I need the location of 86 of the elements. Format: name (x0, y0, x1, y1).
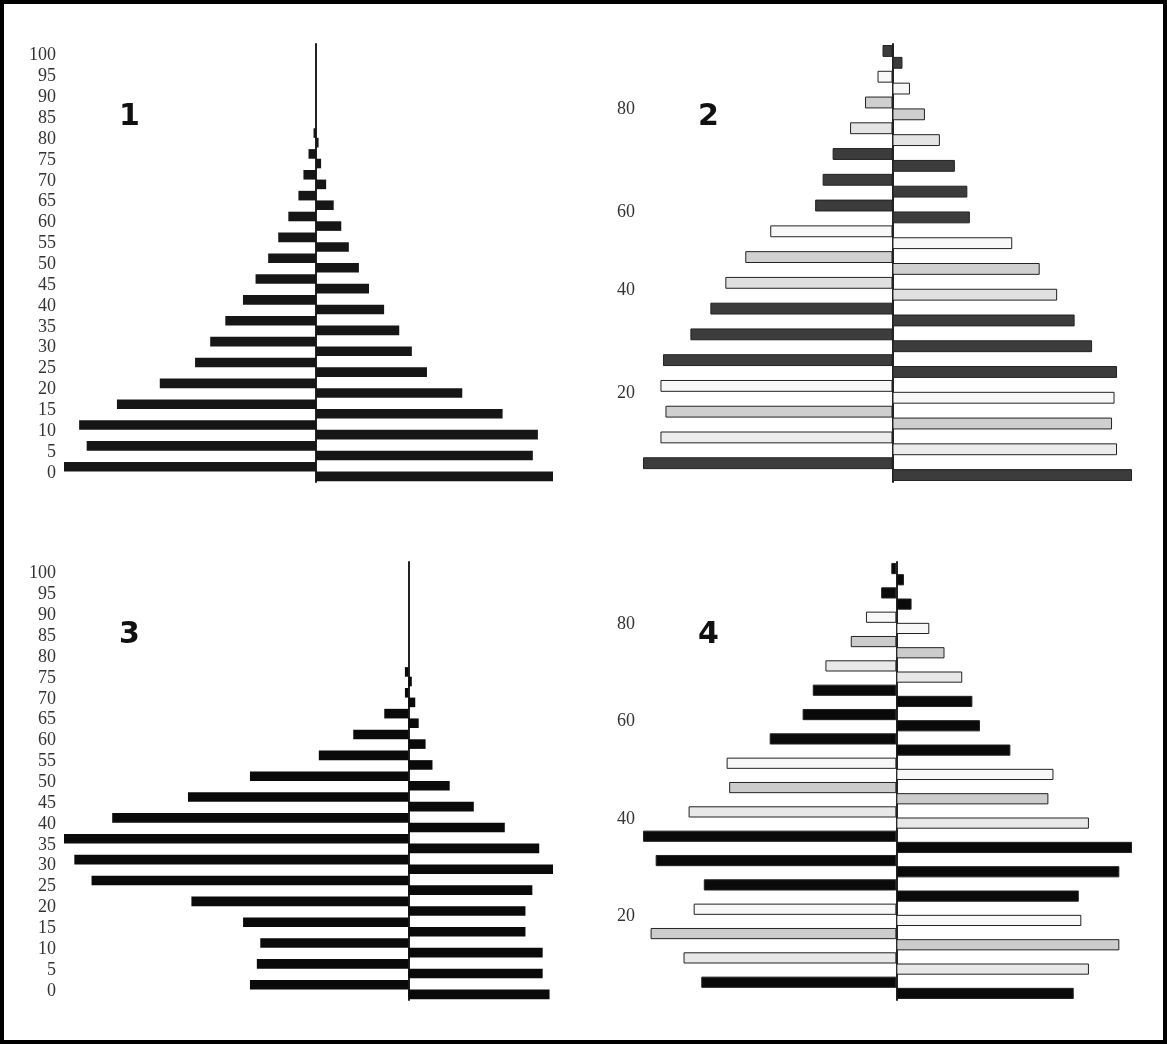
y-tick-label: 20 (38, 378, 56, 399)
y-tick-label: 80 (38, 645, 56, 666)
y-tick-label: 45 (38, 273, 56, 294)
bar (256, 959, 409, 969)
bar (112, 813, 409, 823)
y-tick-label: 15 (38, 917, 56, 937)
bar (408, 822, 505, 833)
bar (353, 729, 409, 740)
y-tick-label: 40 (617, 278, 635, 299)
bar (249, 979, 409, 990)
y-tick-label: 40 (617, 807, 635, 828)
bar (408, 676, 412, 687)
bar (408, 885, 533, 895)
y-tick-label: 25 (38, 357, 56, 378)
y-tick-label: 80 (38, 127, 56, 148)
y-tick-label: 95 (38, 583, 56, 604)
y-tick-label: 55 (38, 232, 56, 253)
y-tick-label: 20 (617, 381, 635, 402)
bar (408, 989, 550, 1000)
y-tick-label: 80 (617, 612, 635, 633)
y-tick-label: 75 (38, 666, 56, 687)
y-tick-label: 70 (38, 687, 56, 708)
text: 4 (698, 614, 719, 650)
text: 3 (119, 614, 140, 650)
bar (191, 896, 409, 907)
y-tick-label: 60 (617, 710, 635, 731)
y-tick-label: 75 (38, 148, 56, 169)
bar (318, 750, 409, 761)
bar (408, 739, 426, 749)
bar (408, 718, 419, 729)
y-tick-label: 20 (38, 896, 56, 917)
y-tick-label: 20 (617, 904, 635, 925)
text: 1 (119, 96, 140, 132)
y-tick-label: 55 (38, 750, 56, 771)
y-tick-label: 90 (38, 86, 56, 107)
bar (408, 760, 433, 770)
bar (249, 771, 409, 781)
y-tick-label: 5 (47, 440, 56, 461)
text: 2 (698, 96, 719, 132)
y-tick-label: 45 (38, 791, 56, 812)
y-tick-label: 40 (38, 812, 56, 833)
y-tick-label: 10 (38, 419, 56, 440)
bar (404, 687, 409, 698)
y-tick-label: 30 (38, 854, 56, 875)
bar (187, 792, 409, 802)
y-tick-label: 100 (29, 44, 56, 65)
y-tick-label: 50 (38, 771, 56, 791)
bar (408, 801, 474, 812)
bar (408, 906, 526, 916)
y-tick-label: 0 (47, 979, 56, 1000)
y-tick-label: 60 (617, 201, 635, 222)
y-tick-label: 25 (38, 875, 56, 896)
y-tick-label: 50 (38, 253, 56, 273)
y-tick-label: 10 (38, 937, 56, 958)
y-tick-label: 0 (47, 461, 56, 482)
bar (91, 875, 409, 886)
y-tick-label: 85 (38, 107, 56, 127)
y-tick-label: 70 (38, 169, 56, 190)
y-tick-label: 95 (38, 65, 56, 86)
bar (384, 708, 409, 719)
y-tick-label: 85 (38, 625, 56, 645)
bar (408, 968, 543, 979)
bar (408, 697, 416, 708)
y-tick-label: 15 (38, 399, 56, 419)
bar (260, 938, 409, 948)
y-tick-label: 5 (47, 958, 56, 979)
y-tick-label: 60 (38, 729, 56, 750)
bar (408, 864, 553, 875)
y-tick-label: 100 (29, 562, 56, 583)
y-tick-label: 40 (38, 294, 56, 315)
bar (404, 667, 409, 677)
y-tick-label: 65 (38, 708, 56, 729)
bar (243, 917, 409, 927)
y-tick-label: 35 (38, 315, 56, 336)
bar (408, 947, 543, 958)
bar (408, 781, 450, 791)
y-tick-label: 35 (38, 833, 56, 854)
bar (74, 854, 409, 865)
bar (408, 843, 540, 854)
y-tick-label: 30 (38, 336, 56, 357)
y-tick-label: 80 (617, 98, 635, 119)
y-tick-label: 60 (38, 211, 56, 232)
y-tick-label: 65 (38, 190, 56, 211)
y-tick-label: 90 (38, 604, 56, 625)
bar (64, 833, 409, 844)
bar (408, 927, 526, 937)
